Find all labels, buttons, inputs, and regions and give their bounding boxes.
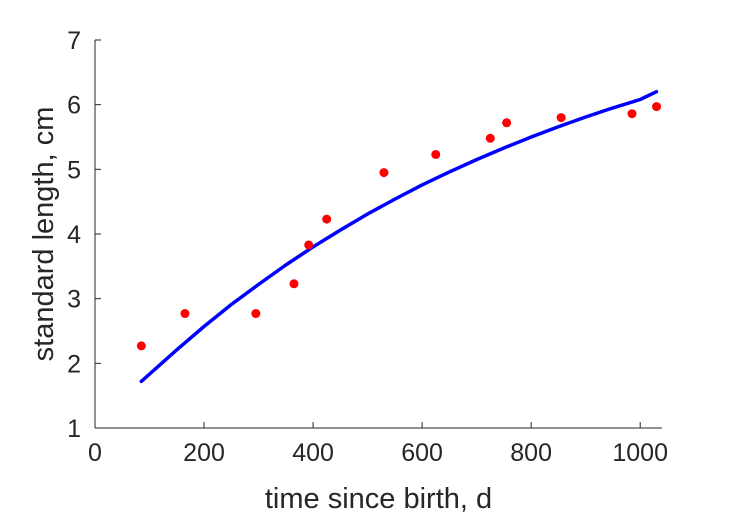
data-point (502, 118, 512, 128)
data-point (251, 309, 261, 319)
y-tick-label: 6 (67, 92, 81, 120)
x-tick-label: 600 (401, 439, 443, 467)
y-tick-label: 3 (67, 286, 81, 314)
data-point (289, 279, 299, 289)
y-tick-label: 5 (67, 156, 81, 184)
fit-curve (139, 89, 659, 384)
data-point (304, 240, 314, 250)
x-tick-label: 400 (292, 439, 334, 467)
y-ticks: 1 2 3 4 5 6 7 (67, 27, 101, 443)
x-ticks: 0 200 400 600 800 1000 (88, 422, 668, 467)
axes: 0 200 400 600 800 1000 1 2 3 4 5 6 7 (67, 27, 668, 467)
data-point (136, 341, 146, 351)
y-tick-label: 1 (67, 415, 81, 443)
y-tick-label: 7 (67, 27, 81, 55)
y-tick-label: 4 (67, 221, 81, 249)
data-point (652, 102, 662, 112)
data-point (180, 309, 190, 319)
data-point (431, 149, 441, 159)
x-axis-label: time since birth, d (265, 483, 492, 515)
x-tick-label: 800 (510, 439, 552, 467)
data-points (136, 102, 662, 351)
data-point (556, 113, 566, 123)
data-point (485, 133, 495, 143)
data-point (627, 109, 637, 119)
data-point (322, 214, 332, 224)
x-tick-label: 200 (183, 439, 225, 467)
x-tick-label: 1000 (612, 439, 668, 467)
x-tick-label: 0 (88, 439, 102, 467)
data-point (379, 168, 389, 178)
y-axis-label: standard length, cm (28, 107, 60, 362)
y-tick-label: 2 (67, 350, 81, 378)
